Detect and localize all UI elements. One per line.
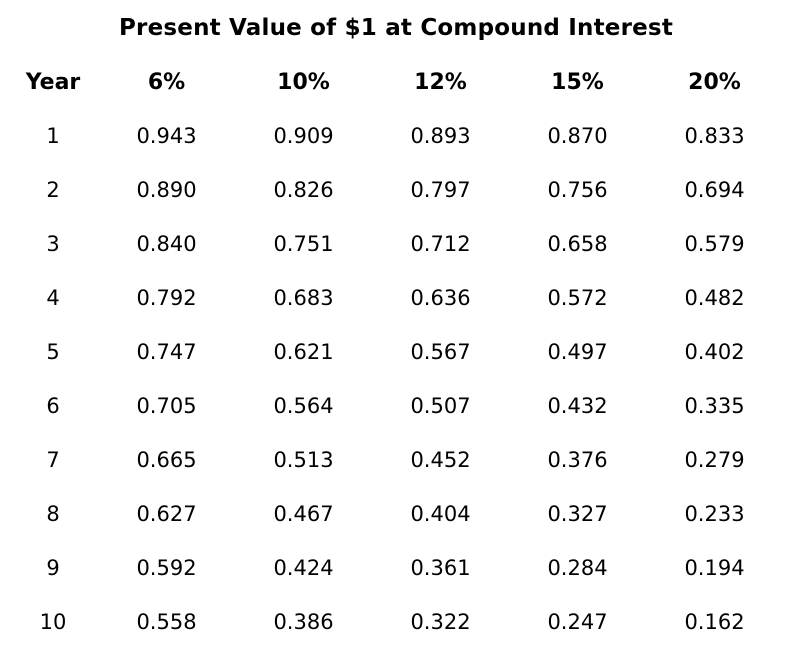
- pv-factor-cell: 0.705: [136, 394, 197, 418]
- column-header-year: Year: [25, 69, 81, 95]
- table-row: 1 0.943 0.909 0.893 0.870 0.833: [8, 109, 783, 163]
- pv-factor-cell: 0.424: [273, 556, 334, 580]
- table-row: 9 0.592 0.424 0.361 0.284 0.194: [8, 541, 783, 595]
- year-cell: 10: [39, 610, 67, 634]
- pv-factor-cell: 0.386: [273, 610, 334, 634]
- pv-factor-cell: 0.432: [547, 394, 608, 418]
- column-header-rate: 12%: [414, 69, 467, 95]
- pv-factor-cell: 0.909: [273, 124, 334, 148]
- column-header-rate: 20%: [688, 69, 741, 95]
- pv-factor-cell: 0.497: [547, 340, 608, 364]
- pv-factor-cell: 0.694: [684, 178, 745, 202]
- pv-factor-cell: 0.279: [684, 448, 745, 472]
- pv-factor-cell: 0.467: [273, 502, 334, 526]
- table-body: 1 0.943 0.909 0.893 0.870 0.833 2 0.890 0.826 0.7…: [8, 109, 783, 649]
- pv-factor-cell: 0.162: [684, 610, 745, 634]
- pv-factor-cell: 0.627: [136, 502, 197, 526]
- column-header-rate: 10%: [277, 69, 330, 95]
- pv-factor-cell: 0.890: [136, 178, 197, 202]
- year-cell: 2: [46, 178, 60, 202]
- pv-factor-cell: 0.826: [273, 178, 334, 202]
- table-row: 2 0.890 0.826 0.797 0.756 0.694: [8, 163, 783, 217]
- pv-factor-cell: 0.797: [410, 178, 471, 202]
- table-header-row: Year 6% 10% 12% 15% 20%: [8, 55, 783, 109]
- pv-factor-cell: 0.943: [136, 124, 197, 148]
- pv-factor-cell: 0.567: [410, 340, 471, 364]
- pv-factor-cell: 0.579: [684, 232, 745, 256]
- table-row: 10 0.558 0.386 0.322 0.247 0.162: [8, 595, 783, 649]
- pv-factor-cell: 0.194: [684, 556, 745, 580]
- pv-factor-cell: 0.513: [273, 448, 334, 472]
- year-cell: 3: [46, 232, 60, 256]
- pv-factor-cell: 0.792: [136, 286, 197, 310]
- pv-factor-cell: 0.572: [547, 286, 608, 310]
- year-cell: 9: [46, 556, 60, 580]
- pv-factor-cell: 0.322: [410, 610, 471, 634]
- pv-factor-cell: 0.233: [684, 502, 745, 526]
- pv-factor-cell: 0.376: [547, 448, 608, 472]
- table-row: 7 0.665 0.513 0.452 0.376 0.279: [8, 433, 783, 487]
- pv-factor-cell: 0.284: [547, 556, 608, 580]
- table-row: 4 0.792 0.683 0.636 0.572 0.482: [8, 271, 783, 325]
- year-cell: 7: [46, 448, 60, 472]
- pv-factor-cell: 0.683: [273, 286, 334, 310]
- column-header-rate: 15%: [551, 69, 604, 95]
- year-cell: 5: [46, 340, 60, 364]
- pv-factor-cell: 0.558: [136, 610, 197, 634]
- year-cell: 6: [46, 394, 60, 418]
- pv-factor-cell: 0.482: [684, 286, 745, 310]
- pv-factor-cell: 0.402: [684, 340, 745, 364]
- pv-factor-cell: 0.247: [547, 610, 608, 634]
- table-row: 6 0.705 0.564 0.507 0.432 0.335: [8, 379, 783, 433]
- pv-factor-cell: 0.870: [547, 124, 608, 148]
- table-row: 5 0.747 0.621 0.567 0.497 0.402: [8, 325, 783, 379]
- pv-factor-cell: 0.621: [273, 340, 334, 364]
- year-cell: 1: [46, 124, 60, 148]
- pv-factor-cell: 0.564: [273, 394, 334, 418]
- pv-factor-cell: 0.665: [136, 448, 197, 472]
- pv-factor-cell: 0.636: [410, 286, 471, 310]
- pv-factor-cell: 0.751: [273, 232, 334, 256]
- table-row: 8 0.627 0.467 0.404 0.327 0.233: [8, 487, 783, 541]
- pv-factor-cell: 0.592: [136, 556, 197, 580]
- year-cell: 8: [46, 502, 60, 526]
- pv-factor-cell: 0.507: [410, 394, 471, 418]
- pv-factor-cell: 0.335: [684, 394, 745, 418]
- pv-factor-cell: 0.893: [410, 124, 471, 148]
- pv-factor-cell: 0.658: [547, 232, 608, 256]
- pv-factor-cell: 0.327: [547, 502, 608, 526]
- pv-factor-cell: 0.452: [410, 448, 471, 472]
- pv-factor-cell: 0.747: [136, 340, 197, 364]
- present-value-table: Year 6% 10% 12% 15% 20% 1 0.943 0.909 0.893 0.870…: [8, 55, 783, 649]
- column-header-rate: 6%: [147, 69, 186, 95]
- pv-factor-cell: 0.404: [410, 502, 471, 526]
- year-cell: 4: [46, 286, 60, 310]
- pv-factor-cell: 0.712: [410, 232, 471, 256]
- table-title: Present Value of $1 at Compound Interest: [118, 15, 674, 41]
- table-row: 3 0.840 0.751 0.712 0.658 0.579: [8, 217, 783, 271]
- pv-factor-cell: 0.840: [136, 232, 197, 256]
- pv-factor-cell: 0.756: [547, 178, 608, 202]
- pv-factor-cell: 0.361: [410, 556, 471, 580]
- pv-factor-cell: 0.833: [684, 124, 745, 148]
